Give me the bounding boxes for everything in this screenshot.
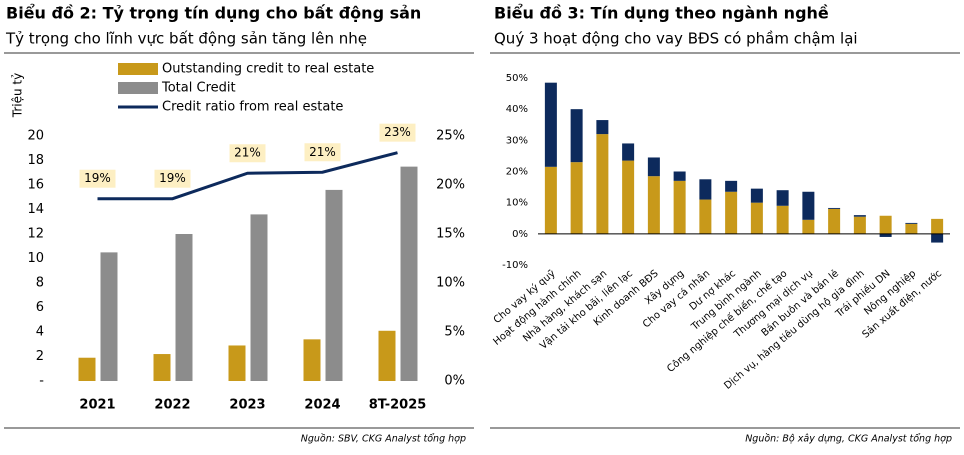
y-tick-label: 18 bbox=[27, 153, 44, 168]
value-label-box bbox=[229, 144, 266, 163]
bar bbox=[303, 339, 321, 381]
x-tick-label: 2021 bbox=[79, 398, 115, 413]
y-tick-label: 30% bbox=[506, 135, 528, 146]
legend-swatch bbox=[118, 82, 158, 94]
chart-subtitle: Tỷ trọng cho lĩnh vực bất động sản tăng … bbox=[5, 30, 367, 48]
y-axis-label: Triệu tỷ bbox=[11, 73, 25, 118]
bar bbox=[596, 120, 609, 135]
y-tick-label: 0% bbox=[512, 229, 528, 240]
bar bbox=[853, 215, 866, 217]
bar bbox=[400, 166, 418, 381]
bar bbox=[673, 171, 686, 181]
bar bbox=[879, 233, 892, 237]
bar bbox=[905, 222, 918, 224]
bar bbox=[596, 134, 609, 234]
bar bbox=[776, 190, 789, 206]
source: Nguồn: SBV, CKG Analyst tổng hợp bbox=[301, 434, 466, 445]
y-tick-label: 50% bbox=[506, 73, 528, 84]
bar bbox=[853, 216, 866, 234]
value-label: 21% bbox=[234, 146, 261, 160]
value-label-box bbox=[304, 143, 341, 162]
legend-label: Outstanding credit to real estate bbox=[162, 62, 374, 77]
bar bbox=[802, 191, 815, 220]
bar bbox=[622, 160, 635, 234]
legend-label: Total Credit bbox=[161, 81, 236, 96]
source: Nguồn: Bộ xây dựng, CKG Analyst tổng hợp bbox=[745, 434, 952, 445]
y-tick-label: 10% bbox=[506, 198, 528, 209]
bar bbox=[228, 345, 246, 381]
bar bbox=[78, 357, 96, 381]
chart-title: Biểu đồ 2: Tỷ trọng tín dụng cho bất độn… bbox=[6, 4, 421, 23]
line bbox=[97, 151, 398, 201]
bar bbox=[879, 215, 892, 234]
bar bbox=[325, 189, 343, 381]
bar bbox=[647, 157, 660, 177]
y-tick-label: 10 bbox=[27, 251, 44, 266]
y-tick-label: 20 bbox=[27, 129, 44, 144]
y-tick-label: 14 bbox=[27, 202, 44, 217]
chart-title: Biểu đồ 3: Tín dụng theo ngành nghề bbox=[494, 4, 829, 23]
bar bbox=[750, 188, 763, 203]
value-label: 23% bbox=[384, 125, 411, 139]
bar bbox=[828, 208, 841, 234]
y-tick-label: 2 bbox=[36, 349, 44, 364]
value-label-box bbox=[379, 123, 416, 142]
bar bbox=[175, 234, 193, 381]
x-tick-label: 2023 bbox=[229, 398, 265, 413]
y-tick-label: -10% bbox=[502, 260, 528, 271]
legend-label: Credit ratio from real estate bbox=[162, 100, 343, 115]
bar bbox=[776, 205, 789, 234]
y-tick-label: 6 bbox=[36, 300, 44, 315]
x-tick-label: 2024 bbox=[304, 398, 340, 413]
y-tick-label: 20% bbox=[506, 167, 528, 178]
bar bbox=[931, 233, 944, 243]
y2-tick-label: 0% bbox=[444, 374, 465, 389]
legend-swatch bbox=[118, 63, 158, 75]
y-tick-label: 40% bbox=[506, 104, 528, 115]
y-tick-label: - bbox=[39, 374, 44, 389]
y-tick-label: 12 bbox=[27, 227, 44, 242]
bar bbox=[802, 219, 815, 234]
value-label-box bbox=[79, 169, 116, 188]
chart-subtitle: Quý 3 hoạt động cho vay BĐS có phầm chậm… bbox=[494, 30, 858, 48]
value-label-box bbox=[154, 169, 191, 188]
value-label: 21% bbox=[309, 145, 336, 159]
x-tick-label: 8T-2025 bbox=[369, 398, 427, 413]
value-label: 19% bbox=[159, 171, 186, 185]
y-tick-label: 8 bbox=[36, 276, 44, 291]
bar bbox=[544, 166, 557, 234]
bar bbox=[673, 180, 686, 234]
bar bbox=[378, 330, 396, 381]
y2-tick-label: 20% bbox=[436, 178, 465, 193]
bar bbox=[699, 179, 712, 200]
bar bbox=[725, 180, 738, 192]
bar bbox=[931, 218, 944, 234]
y2-tick-label: 25% bbox=[436, 129, 465, 144]
y2-tick-label: 5% bbox=[444, 325, 465, 340]
bar bbox=[544, 82, 557, 167]
bar bbox=[828, 207, 841, 209]
bar bbox=[250, 214, 268, 381]
bar bbox=[570, 109, 583, 163]
bar bbox=[725, 191, 738, 234]
y-tick-label: 16 bbox=[27, 178, 44, 193]
bar bbox=[570, 162, 583, 234]
bar bbox=[153, 354, 171, 381]
bar bbox=[699, 199, 712, 234]
bar bbox=[750, 202, 763, 234]
bar bbox=[905, 223, 918, 234]
bar bbox=[622, 143, 635, 161]
bar bbox=[647, 176, 660, 234]
y-tick-label: 4 bbox=[36, 325, 44, 340]
value-label: 19% bbox=[84, 171, 111, 185]
x-tick-label: 2022 bbox=[154, 398, 190, 413]
y2-tick-label: 10% bbox=[436, 276, 465, 291]
y2-tick-label: 15% bbox=[436, 227, 465, 242]
bar bbox=[100, 252, 118, 381]
